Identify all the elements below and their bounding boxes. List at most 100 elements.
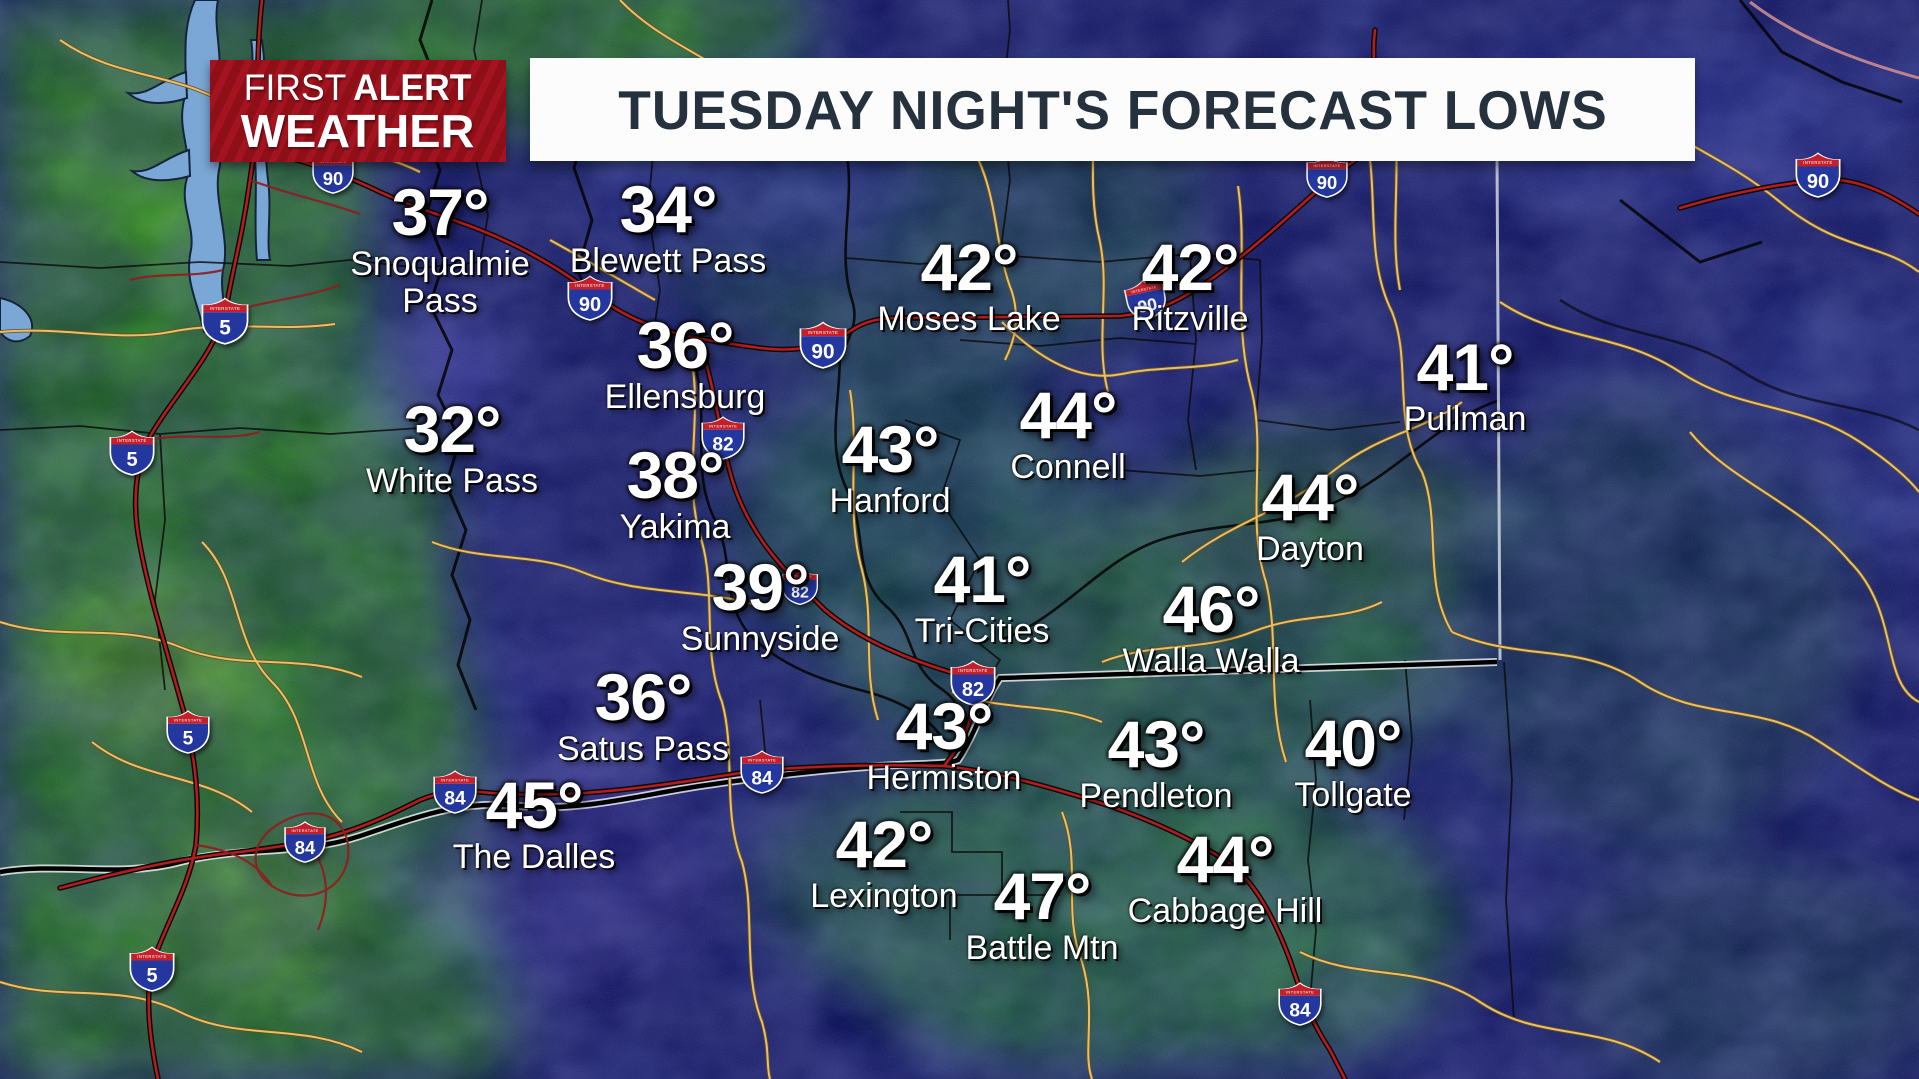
location-name: Blewett Pass	[569, 241, 767, 280]
temp-label-hermiston: 43° Hermiston	[866, 689, 1022, 797]
temp-value: 44°	[1261, 460, 1360, 534]
temp-value: 37°	[391, 175, 490, 249]
interstate-banner-text: INTERSTATE	[788, 575, 812, 579]
logo-line1: FIRST ALERT	[244, 69, 472, 106]
route-number: 90	[579, 294, 601, 316]
route-number: 5	[126, 449, 137, 471]
logo-weather-text: WEATHER	[241, 104, 475, 157]
interstate-shield-icon: INTERSTATE 90	[567, 275, 613, 321]
temp-label-ritzville: 42° Ritzville	[1131, 230, 1248, 338]
temp-value: 42°	[1141, 230, 1240, 304]
temp-label-snoqualmie-pass: 37° Snoqualmie Pass	[350, 175, 530, 321]
interstate-shield-90: INTERSTATE 90	[1120, 273, 1172, 325]
temp-label-connell: 44° Connell	[1010, 382, 1126, 486]
temp-label-ellensburg: 36° Ellensburg	[605, 308, 766, 416]
page-title: TUESDAY NIGHT'S FORECAST LOWS	[617, 78, 1608, 141]
temp-label-walla-walla: 46° Walla Walla	[1122, 576, 1300, 680]
location-name: Satus Pass	[557, 729, 729, 768]
route-number: 5	[183, 729, 194, 750]
interstate-shield-5: INTERSTATE 5	[107, 427, 157, 477]
temp-label-pullman: 41° Pullman	[1404, 330, 1527, 438]
location-name: Snoqualmie Pass	[350, 244, 530, 321]
temp-value: 41°	[933, 542, 1032, 616]
interstate-shield-84: INTERSTATE 84	[738, 747, 786, 795]
interstate-shield-icon: INTERSTATE 84	[433, 770, 477, 814]
location-name: Yakima	[619, 507, 731, 546]
route-number: 82	[791, 584, 809, 601]
route-number: 90	[1807, 171, 1829, 193]
route-number: 84	[1289, 1001, 1311, 1022]
title-banner: TUESDAY NIGHT'S FORECAST LOWS	[530, 58, 1695, 161]
interstate-shield-icon: INTERSTATE 5	[166, 710, 210, 754]
temp-label-hanford: 43° Hanford	[830, 416, 951, 520]
temp-label-blewett-pass: 34° Blewett Pass	[569, 172, 767, 280]
interstate-banner-text: INTERSTATE	[1803, 160, 1832, 165]
route-number: 90	[323, 168, 343, 189]
interstate-shield-icon: INTERSTATE 90	[1306, 156, 1348, 198]
location-name: Connell	[1010, 447, 1126, 486]
interstate-shield-84: INTERSTATE 84	[1276, 979, 1324, 1027]
temp-value: 47°	[993, 859, 1092, 933]
interstate-banner-text: INTERSTATE	[174, 718, 202, 723]
interstate-banner-text: INTERSTATE	[291, 829, 318, 833]
route-number: 5	[219, 317, 231, 340]
temp-label-sunnyside: 39° Sunnyside	[680, 554, 840, 658]
temp-value: 42°	[835, 807, 934, 881]
interstate-shield-84: INTERSTATE 84	[431, 767, 479, 815]
interstate-shield-icon: INTERSTATE 5	[129, 946, 175, 992]
location-name: Pendleton	[1079, 776, 1233, 815]
location-name: Walla Walla	[1122, 641, 1300, 680]
interstate-shield-90: INTERSTATE 90	[1304, 153, 1350, 199]
interstate-banner-text: INTERSTATE	[748, 758, 776, 763]
location-name: Battle Mtn	[965, 928, 1119, 967]
interstate-banner-text: INTERSTATE	[709, 424, 737, 429]
interstate-banner-text: INTERSTATE	[210, 306, 241, 311]
interstate-banner-text: INTERSTATE	[117, 438, 146, 443]
route-number: 5	[146, 965, 157, 987]
temp-value: 41°	[1416, 330, 1515, 404]
temp-label-the-dalles: 45° The Dalles	[453, 772, 616, 876]
temp-value: 43°	[895, 689, 994, 763]
interstate-banner-text: INTERSTATE	[1313, 164, 1340, 168]
route-number: 90	[1317, 172, 1337, 193]
location-name: Hermiston	[866, 758, 1022, 797]
temp-value: 32°	[403, 392, 502, 466]
interstate-shield-icon: INTERSTATE 84	[284, 821, 326, 863]
location-name: Sunnyside	[680, 619, 840, 658]
interstate-banner-text: INTERSTATE	[441, 778, 469, 783]
temp-value: 36°	[636, 308, 735, 382]
interstate-banner-text: INTERSTATE	[1131, 285, 1157, 294]
temp-value: 44°	[1176, 822, 1275, 896]
temp-label-tri-cities: 41° Tri-Cities	[915, 542, 1050, 650]
location-name: Tollgate	[1294, 775, 1412, 814]
interstate-shield-icon: INTERSTATE 90	[799, 321, 847, 369]
location-name: White Pass	[366, 461, 538, 500]
interstate-shield-icon: INTERSTATE 84	[1278, 982, 1322, 1026]
interstate-shield-icon: INTERSTATE 90	[1123, 280, 1166, 320]
temp-value: 34°	[619, 172, 718, 246]
temp-label-battle-mtn: 47° Battle Mtn	[965, 859, 1119, 967]
interstate-shield-icon: INTERSTATE 90	[1795, 152, 1841, 198]
interstate-shield-84: INTERSTATE 84	[282, 818, 328, 864]
interstate-shield-icon: INTERSTATE 84	[740, 750, 784, 794]
temp-label-moses-lake: 42° Moses Lake	[877, 234, 1060, 338]
interstate-shield-90: INTERSTATE 90	[797, 318, 849, 370]
interstate-banner-text: INTERSTATE	[575, 283, 604, 288]
interstate-banner-text: INTERSTATE	[1286, 990, 1314, 995]
interstate-shield-icon: INTERSTATE 82	[701, 416, 745, 460]
interstate-banner-text: INTERSTATE	[958, 668, 987, 673]
temp-value: 40°	[1304, 706, 1403, 780]
temp-label-satus-pass: 36° Satus Pass	[557, 664, 729, 768]
temp-label-pendleton: 43° Pendleton	[1079, 711, 1233, 815]
route-number: 84	[751, 769, 773, 790]
interstate-shield-icon: INTERSTATE 82	[950, 660, 996, 706]
first-alert-weather-logo: FIRST ALERT WEATHER	[210, 60, 506, 162]
interstate-shield-90: INTERSTATE 90	[1793, 149, 1843, 199]
temp-label-cabbage-hill: 44° Cabbage Hill	[1128, 822, 1323, 930]
temp-label-dayton: 44° Dayton	[1256, 460, 1364, 568]
temp-label-lexington: 42° Lexington	[810, 807, 957, 915]
interstate-shield-5: INTERSTATE 5	[164, 707, 212, 755]
